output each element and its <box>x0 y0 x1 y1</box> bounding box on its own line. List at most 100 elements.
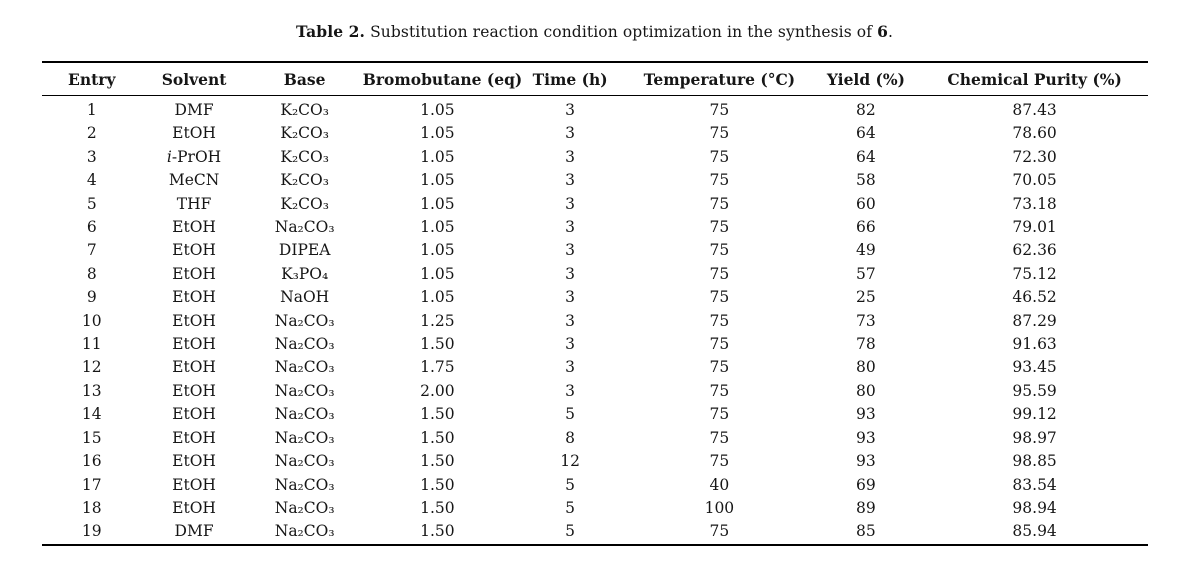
table-cell: 75 <box>709 218 730 237</box>
table-cell: 5 <box>565 522 576 541</box>
table-cell: EtOH <box>172 381 216 400</box>
table-cell: 93.45 <box>1012 358 1057 377</box>
table-cell: 75 <box>709 171 730 190</box>
table-cell: 1.50 <box>420 522 455 541</box>
table-cell: 93 <box>856 428 876 447</box>
table-cell: THF <box>176 194 212 213</box>
table-cell: 78.60 <box>1012 124 1057 143</box>
table-cell: 10 <box>81 311 102 330</box>
table-cell: 87.29 <box>1012 311 1057 330</box>
table-cell: 16 <box>81 452 102 471</box>
table-cell: 5 <box>565 475 576 494</box>
table-cell: EtOH <box>172 264 216 283</box>
table-cell: 100 <box>704 498 735 517</box>
table-cell: 19 <box>81 522 102 541</box>
table-cell: 98.97 <box>1012 428 1057 447</box>
table-cell: 1.50 <box>420 405 455 424</box>
table-cell: Na₂CO₃ <box>274 522 335 541</box>
table-cell: EtOH <box>172 428 216 447</box>
table-caption: Table 2. Substitution reaction condition… <box>0 22 1189 41</box>
table-row: 12 EtOH Na₂CO₃ 1.75 3 75 80 93.45 <box>42 356 1148 379</box>
table-cell: 91.63 <box>1012 335 1057 354</box>
table-cell: Na₂CO₃ <box>274 452 335 471</box>
table-cell: 57 <box>856 264 876 283</box>
table-cell: 3 <box>565 241 576 260</box>
caption-compound-number: 6 <box>877 22 888 41</box>
table-row: 8 EtOH K₃PO₄ 1.05 3 75 57 75.12 <box>42 263 1148 286</box>
table-cell: 25 <box>856 288 876 307</box>
table-cell: 75 <box>709 452 730 471</box>
table-cell: 1.50 <box>420 475 455 494</box>
table-cell: 46.52 <box>1012 288 1057 307</box>
table-cell: 60 <box>856 194 876 213</box>
table-cell: 75 <box>709 335 730 354</box>
table-row: 7 EtOH DIPEA 1.05 3 75 49 62.36 <box>42 239 1148 262</box>
table-row: 9 EtOH NaOH 1.05 3 75 25 46.52 <box>42 286 1148 309</box>
table-cell: DMF <box>174 101 214 119</box>
col-header-chemical-purity: Chemical Purity (%) <box>921 62 1148 96</box>
table-cell: 3 <box>565 335 576 354</box>
table-cell: 62.36 <box>1012 241 1057 260</box>
table-cell: 98.85 <box>1012 452 1057 471</box>
table-row: 15 EtOH Na₂CO₃ 1.50 8 75 93 98.97 <box>42 427 1148 450</box>
table-cell: 93 <box>856 405 876 424</box>
col-header-base: Base <box>246 62 363 96</box>
table-cell: 40 <box>709 475 730 494</box>
table-row: 3 i-PrOH K₂CO₃ 1.05 3 75 64 72.30 <box>42 146 1148 169</box>
table-cell: EtOH <box>172 311 216 330</box>
table-cell: 75 <box>709 381 730 400</box>
table-cell: 5 <box>565 498 576 517</box>
table-cell: K₂CO₃ <box>280 171 329 190</box>
table-row: 5 THF K₂CO₃ 1.05 3 75 60 73.18 <box>42 193 1148 216</box>
table-cell: K₃PO₄ <box>281 264 329 283</box>
table-cell: Na₂CO₃ <box>274 428 335 447</box>
table-cell: 3 <box>565 124 576 143</box>
table-cell: MeCN <box>168 171 220 190</box>
table-cell: 8 <box>565 428 576 447</box>
table-cell: 75 <box>709 101 730 119</box>
table-cell: EtOH <box>172 358 216 377</box>
table-cell: 75 <box>709 194 730 213</box>
table-cell: 58 <box>856 171 876 190</box>
table-header: Entry Solvent Base Bromobutane (eq) Time… <box>42 62 1148 96</box>
table-row: 18 EtOH Na₂CO₃ 1.50 5 100 89 98.94 <box>42 497 1148 520</box>
table-cell: 80 <box>856 381 876 400</box>
table-cell: 3 <box>565 288 576 307</box>
table-cell: 12 <box>81 358 102 377</box>
table-cell: 66 <box>856 218 876 237</box>
table-cell: EtOH <box>172 335 216 354</box>
table-cell: 87.43 <box>1012 101 1057 119</box>
table-cell: 1.05 <box>420 241 455 260</box>
table-cell: 1 <box>86 101 97 119</box>
table-cell: 1.05 <box>420 264 455 283</box>
col-header-entry: Entry <box>42 62 142 96</box>
table-cell: 6 <box>86 218 97 237</box>
table-cell: 1.75 <box>420 358 455 377</box>
table-cell: 75 <box>709 311 730 330</box>
col-header-time: Time (h) <box>512 62 629 96</box>
table-cell: i-PrOH <box>166 147 222 166</box>
table-cell: Na₂CO₃ <box>274 358 335 377</box>
table-cell: EtOH <box>172 241 216 260</box>
table-cell: 1.05 <box>420 218 455 237</box>
table-cell: 3 <box>565 101 576 119</box>
table-cell: 89 <box>856 498 876 517</box>
table-cell: 3 <box>565 171 576 190</box>
table-cell: EtOH <box>172 124 216 143</box>
table-cell: 17 <box>81 475 102 494</box>
table-cell: 49 <box>856 241 876 260</box>
table-cell: 3 <box>565 311 576 330</box>
table-cell: 1.05 <box>420 101 455 119</box>
table-cell: 11 <box>81 335 102 354</box>
table-row: 13 EtOH Na₂CO₃ 2.00 3 75 80 95.59 <box>42 380 1148 403</box>
table-cell: 75 <box>709 147 730 166</box>
table-row: 16 EtOH Na₂CO₃ 1.50 12 75 93 98.85 <box>42 450 1148 473</box>
caption-text: Substitution reaction condition optimiza… <box>370 23 873 41</box>
table-cell: 99.12 <box>1012 405 1057 424</box>
table-cell: 85 <box>856 522 876 541</box>
table-row: 19 DMF Na₂CO₃ 1.50 5 75 85 85.94 <box>42 520 1148 544</box>
table-cell: 2.00 <box>420 381 455 400</box>
col-header-temperature: Temperature (°C) <box>628 62 811 96</box>
table-cell: 5 <box>565 405 576 424</box>
table-cell: Na₂CO₃ <box>274 405 335 424</box>
